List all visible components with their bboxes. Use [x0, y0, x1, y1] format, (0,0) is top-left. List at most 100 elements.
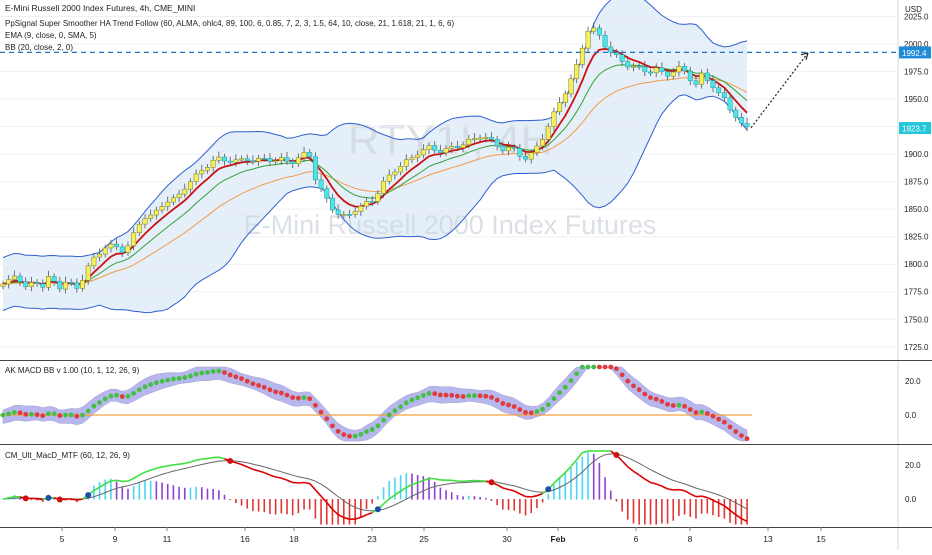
- candle-up: [131, 233, 135, 246]
- time-tick-label: 8: [688, 534, 693, 544]
- candle-down: [120, 247, 124, 253]
- macd-dot: [63, 413, 68, 418]
- macd-tick-label: 20.0: [905, 377, 921, 386]
- macd-dot: [165, 378, 170, 383]
- candle-down: [665, 72, 669, 77]
- macd-dot: [46, 411, 51, 416]
- macd-dot: [336, 429, 341, 434]
- macd-dot: [682, 404, 687, 409]
- candle-up: [574, 64, 578, 78]
- candle-up: [461, 145, 465, 148]
- macd-dot: [523, 410, 528, 415]
- macd-dot: [603, 365, 608, 370]
- candle-down: [455, 146, 459, 147]
- price-tick-label: 1800.0: [904, 260, 929, 269]
- macd-dot: [614, 366, 619, 371]
- macd-dot: [370, 427, 375, 432]
- candle-up: [200, 170, 204, 174]
- candle-down: [739, 117, 743, 123]
- macd-dot: [148, 382, 153, 387]
- macd-dot: [177, 376, 182, 381]
- macd-dot: [466, 393, 471, 398]
- candle-up: [171, 198, 175, 202]
- candle-down: [626, 62, 630, 67]
- candle-up: [97, 254, 101, 257]
- macd-dot: [552, 396, 557, 401]
- macd-dot: [143, 384, 148, 389]
- candle-up: [677, 66, 681, 72]
- macd-dot: [745, 436, 750, 441]
- macd-dot: [393, 408, 398, 413]
- candle-up: [154, 210, 158, 215]
- candle-down: [682, 66, 686, 71]
- macd-dot: [57, 413, 62, 418]
- macd-dot: [694, 410, 699, 415]
- candle-down: [24, 282, 28, 287]
- macd-dot: [103, 397, 108, 402]
- macd-dot: [733, 429, 738, 434]
- macd-dot: [40, 413, 45, 418]
- candle-up: [160, 207, 164, 211]
- candle-up: [484, 137, 488, 138]
- macd-dot: [29, 412, 34, 417]
- macd-dot: [199, 371, 204, 376]
- candle-up: [467, 139, 471, 145]
- macd-dot: [171, 377, 176, 382]
- macd-dot: [625, 379, 630, 384]
- cm-macd-segment: [179, 463, 185, 464]
- cm-macd-segment: [77, 499, 83, 500]
- macd-dot: [262, 385, 267, 390]
- macd-dot: [222, 370, 227, 375]
- candle-down: [290, 161, 294, 163]
- macd-dot: [739, 433, 744, 438]
- candle-up: [29, 282, 33, 286]
- candle-down: [518, 148, 522, 156]
- candle-down: [308, 152, 312, 156]
- candle-down: [370, 201, 374, 202]
- time-tick-label: 13: [763, 534, 773, 544]
- candle-up: [137, 224, 141, 233]
- macd-dot: [211, 369, 216, 374]
- macd-dot: [182, 375, 187, 380]
- macd-dot: [728, 425, 733, 430]
- candle-up: [557, 103, 561, 112]
- macd-dot: [285, 393, 290, 398]
- candle-up: [654, 68, 658, 73]
- cm-macd-segment: [276, 477, 282, 478]
- candle-down: [609, 47, 613, 52]
- macd-dot: [699, 410, 704, 415]
- resistance-price-value: 1992.4: [902, 49, 927, 58]
- cm-macd-segment: [304, 482, 310, 483]
- macd-dot: [563, 385, 568, 390]
- macd-dot: [131, 391, 136, 396]
- candle-up: [427, 146, 431, 150]
- candle-up: [279, 157, 283, 160]
- macd-dot: [307, 396, 312, 401]
- price-tick-label: 2025.0: [904, 13, 929, 22]
- last-price-value: 1923.7: [902, 125, 927, 134]
- macd-dot: [302, 395, 307, 400]
- candle-down: [75, 283, 79, 288]
- time-tick-label: Feb: [550, 534, 565, 544]
- macd-dot: [716, 417, 721, 422]
- candle-down: [694, 81, 698, 84]
- macd-dot: [74, 414, 79, 419]
- cm-macd-segment: [679, 490, 685, 491]
- candle-up: [177, 194, 181, 198]
- indicator-label: EMA (9, close, 0, SMA, 5): [5, 31, 97, 40]
- macd-dot: [109, 394, 114, 399]
- macd-dot: [251, 381, 256, 386]
- macd-dot: [398, 404, 403, 409]
- candle-up: [393, 172, 397, 175]
- cm-macd-segment: [162, 466, 168, 467]
- candle-down: [35, 282, 39, 283]
- candle-down: [347, 214, 351, 215]
- macd-dot: [580, 365, 585, 370]
- time-tick-label: 16: [240, 534, 250, 544]
- macd-dot: [160, 379, 165, 384]
- candle-down: [251, 161, 255, 162]
- candle-up: [126, 246, 130, 253]
- macd-dot: [449, 393, 454, 398]
- chart-title: E-Mini Russell 2000 Index Futures, 4h, C…: [5, 3, 195, 13]
